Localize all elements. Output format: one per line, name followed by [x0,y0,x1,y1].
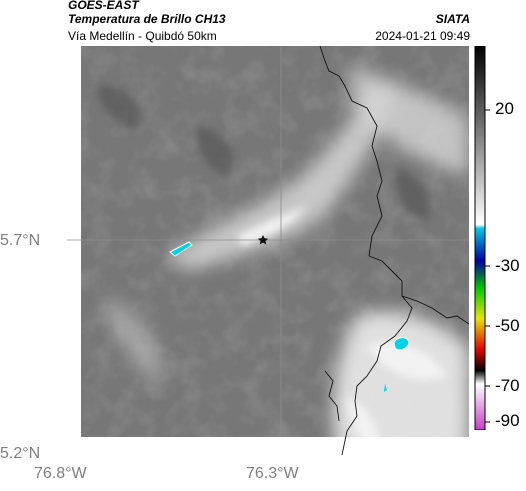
colorbar-label-neg30: -30 [495,256,520,275]
organization-name: SIATA [435,12,470,26]
cold-cloud-patch-east [393,337,410,351]
cloud-field [81,46,469,437]
satellite-name: GOES-EAST [68,0,139,12]
lat-label-north: 5.7°N [0,232,41,249]
product-title: Temperatura de Brillo CH13 [68,12,226,26]
colorbar-label-neg90: -90 [495,411,520,430]
timestamp: 2024-01-21 09:49 [375,29,470,43]
colorbar-label-neg50: -50 [495,316,520,335]
lon-label-east: 76.3°W [246,465,299,482]
lon-label-west: 76.8°W [34,465,87,482]
colorbar-label-20: 20 [495,99,514,118]
star-icon [257,235,269,245]
cold-cloud-patch-small [384,384,387,392]
colorbar [474,46,490,430]
map-panel [67,46,469,455]
border-line-east [401,295,469,325]
cold-cloud-patch-west [169,241,193,257]
border-line-south [324,370,340,422]
colorbar-label-neg70: -70 [495,376,520,395]
border-line-main [319,46,413,455]
lat-label-south: 5.2°N [0,445,41,462]
colorbar-gradient [474,46,486,430]
route-label: Vía Medellín - Quibdó 50km [68,29,217,43]
